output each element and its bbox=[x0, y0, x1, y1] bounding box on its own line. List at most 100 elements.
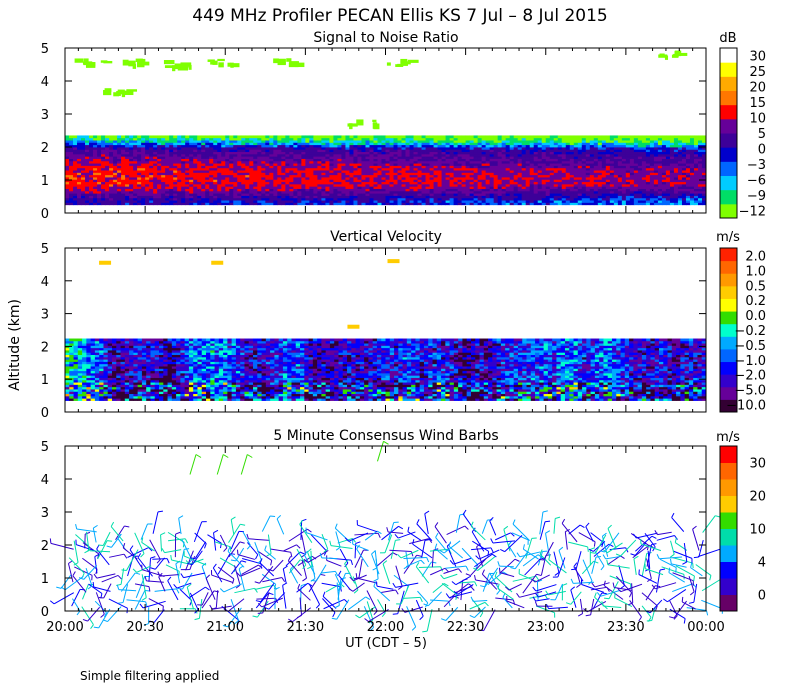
snr-cell bbox=[577, 144, 583, 148]
snr-cell bbox=[481, 200, 487, 203]
snr-cell bbox=[553, 158, 559, 162]
snr-cell bbox=[553, 135, 559, 139]
snr-cell bbox=[609, 186, 615, 189]
snr-cell bbox=[293, 177, 298, 180]
snr-cell bbox=[521, 186, 527, 189]
snr-cell bbox=[673, 163, 679, 166]
snr-cell bbox=[493, 202, 499, 206]
snr-cell bbox=[165, 188, 170, 192]
snr-cell bbox=[517, 170, 523, 173]
snr-cell bbox=[601, 193, 607, 196]
snr-cell bbox=[189, 165, 194, 169]
snr-cell bbox=[121, 140, 126, 143]
snr-cell bbox=[337, 167, 342, 171]
snr-cell bbox=[521, 163, 527, 166]
snr-cell bbox=[273, 181, 278, 185]
snr-cell bbox=[549, 142, 555, 146]
snr-cell bbox=[433, 137, 438, 141]
snr-cell bbox=[137, 170, 142, 173]
snr-cell bbox=[369, 144, 374, 148]
snr-cell bbox=[617, 135, 623, 139]
snr-cell bbox=[181, 174, 186, 178]
snr-cell bbox=[677, 174, 683, 178]
snr-cell bbox=[125, 135, 130, 139]
snr-cell bbox=[89, 174, 94, 178]
snr-cell bbox=[529, 200, 535, 203]
snr-cell bbox=[377, 179, 382, 183]
snr-cell bbox=[69, 202, 74, 206]
snr-cell bbox=[65, 183, 70, 187]
snr-cell bbox=[265, 174, 270, 178]
snr-cell bbox=[613, 140, 619, 143]
snr-cell bbox=[245, 195, 250, 199]
snr-cell bbox=[413, 195, 418, 199]
snr-cell bbox=[485, 190, 491, 194]
snr-cell bbox=[213, 202, 218, 206]
snr-cell bbox=[433, 181, 438, 185]
snr-cell bbox=[329, 186, 334, 189]
snr-cell bbox=[457, 197, 463, 201]
snr-cell bbox=[209, 186, 214, 189]
snr-cell bbox=[181, 188, 186, 192]
snr-cell bbox=[413, 190, 418, 194]
snr-cell bbox=[69, 186, 74, 189]
snr-cell bbox=[337, 186, 342, 189]
snr-cell bbox=[141, 174, 146, 178]
snr-cell bbox=[113, 174, 118, 178]
snr-cell bbox=[129, 172, 134, 176]
snr-cell bbox=[153, 160, 158, 164]
snr-cell bbox=[641, 165, 647, 169]
snr-cell bbox=[569, 149, 575, 153]
snr-cell bbox=[261, 190, 266, 194]
snr-cell bbox=[673, 156, 679, 159]
snr-cell bbox=[397, 140, 402, 143]
snr-cell bbox=[633, 165, 639, 169]
snr-cell bbox=[685, 202, 691, 206]
snr-cell bbox=[473, 149, 479, 153]
snr-cell bbox=[665, 140, 671, 143]
snr-cell bbox=[553, 177, 559, 180]
snr-cell bbox=[73, 140, 78, 143]
snr-cell bbox=[317, 177, 322, 180]
snr-cell bbox=[449, 165, 455, 169]
snr-cell bbox=[441, 153, 446, 157]
snr-cell bbox=[585, 197, 591, 201]
snr-cell bbox=[485, 181, 491, 185]
snr-cell bbox=[529, 149, 535, 153]
snr-cell bbox=[93, 163, 98, 166]
snr-cell bbox=[657, 179, 663, 183]
snr-cell bbox=[645, 202, 651, 206]
snr-cell bbox=[105, 195, 110, 199]
snr-cell bbox=[477, 149, 483, 153]
snr-cell bbox=[221, 197, 226, 201]
snr-cell bbox=[637, 183, 643, 187]
snr-cell bbox=[65, 160, 70, 164]
snr-speckle bbox=[83, 58, 89, 63]
snr-cell bbox=[365, 144, 370, 148]
snr-cell bbox=[605, 181, 611, 185]
snr-cell bbox=[445, 181, 450, 185]
snr-cell bbox=[357, 156, 362, 159]
snr-cell bbox=[517, 172, 523, 176]
snr-cell bbox=[421, 151, 426, 155]
snr-cell bbox=[181, 170, 186, 173]
snr-cell bbox=[233, 172, 238, 176]
snr-cell bbox=[69, 165, 74, 169]
snr-cell bbox=[441, 202, 446, 206]
snr-cell bbox=[437, 174, 442, 178]
snr-cell bbox=[341, 151, 346, 155]
snr-cell bbox=[589, 174, 595, 178]
snr-cell bbox=[601, 202, 607, 206]
snr-cell bbox=[437, 156, 442, 159]
snr-cell bbox=[93, 186, 98, 189]
snr-cell bbox=[545, 160, 551, 164]
snr-cell bbox=[469, 156, 475, 159]
snr-cell bbox=[345, 158, 350, 162]
snr-cell bbox=[345, 190, 350, 194]
snr-cell bbox=[689, 142, 695, 146]
snr-cell bbox=[117, 147, 122, 150]
snr-cell bbox=[693, 193, 699, 196]
snr-cell bbox=[273, 153, 278, 157]
snr-cell bbox=[433, 156, 438, 159]
snr-cell bbox=[381, 151, 386, 155]
